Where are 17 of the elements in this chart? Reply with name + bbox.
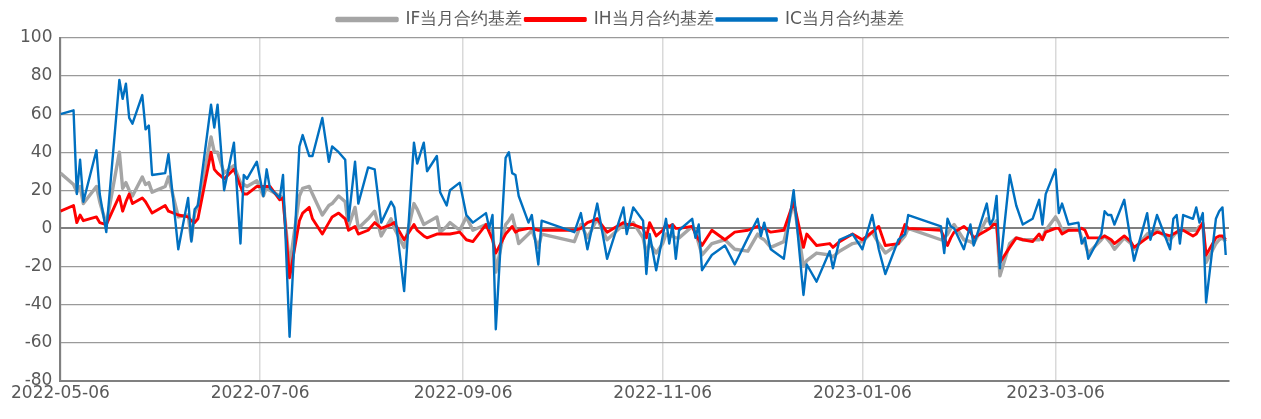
legend-label: IH当月合约基差	[593, 7, 714, 28]
y-tick-label: 20	[30, 178, 53, 199]
x-tick-label: 2022-11-06	[613, 382, 713, 403]
y-tick-label: 40	[30, 140, 53, 161]
y-tick-label: 100	[19, 26, 53, 47]
y-tick-label: -40	[24, 292, 53, 313]
x-tick-label: 2023-03-06	[1006, 382, 1105, 403]
x-tick-label: 2023-01-06	[813, 382, 912, 403]
legend-label: IC当月合约基差	[785, 7, 904, 28]
y-tick-label: 0	[41, 216, 53, 237]
x-tick-label: 2022-09-06	[413, 382, 513, 403]
legend-label: IF当月合约基差	[405, 7, 523, 28]
x-tick-label: 2022-07-06	[210, 382, 310, 403]
y-tick-label: -60	[24, 330, 53, 351]
y-tick-label: -20	[24, 254, 53, 275]
y-tick-label: 60	[30, 102, 53, 123]
y-tick-label: 80	[30, 64, 53, 85]
